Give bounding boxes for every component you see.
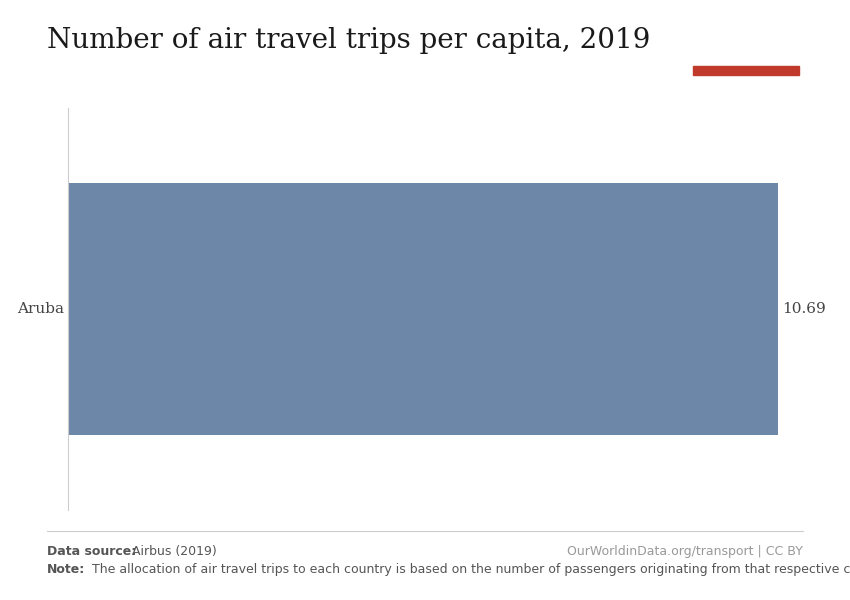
- Text: The allocation of air travel trips to each country is based on the number of pas: The allocation of air travel trips to ea…: [88, 563, 850, 576]
- Text: in Data: in Data: [724, 49, 767, 59]
- Text: OurWorldinData.org/transport | CC BY: OurWorldinData.org/transport | CC BY: [568, 545, 803, 558]
- Text: Our World: Our World: [716, 33, 775, 43]
- Text: Airbus (2019): Airbus (2019): [128, 545, 216, 558]
- Bar: [693, 66, 799, 75]
- Text: Aruba: Aruba: [17, 302, 64, 316]
- Text: Data source:: Data source:: [47, 545, 136, 558]
- Text: Number of air travel trips per capita, 2019: Number of air travel trips per capita, 2…: [47, 27, 650, 54]
- Bar: [68, 184, 778, 434]
- Text: 10.69: 10.69: [782, 302, 825, 316]
- Text: Note:: Note:: [47, 563, 85, 576]
